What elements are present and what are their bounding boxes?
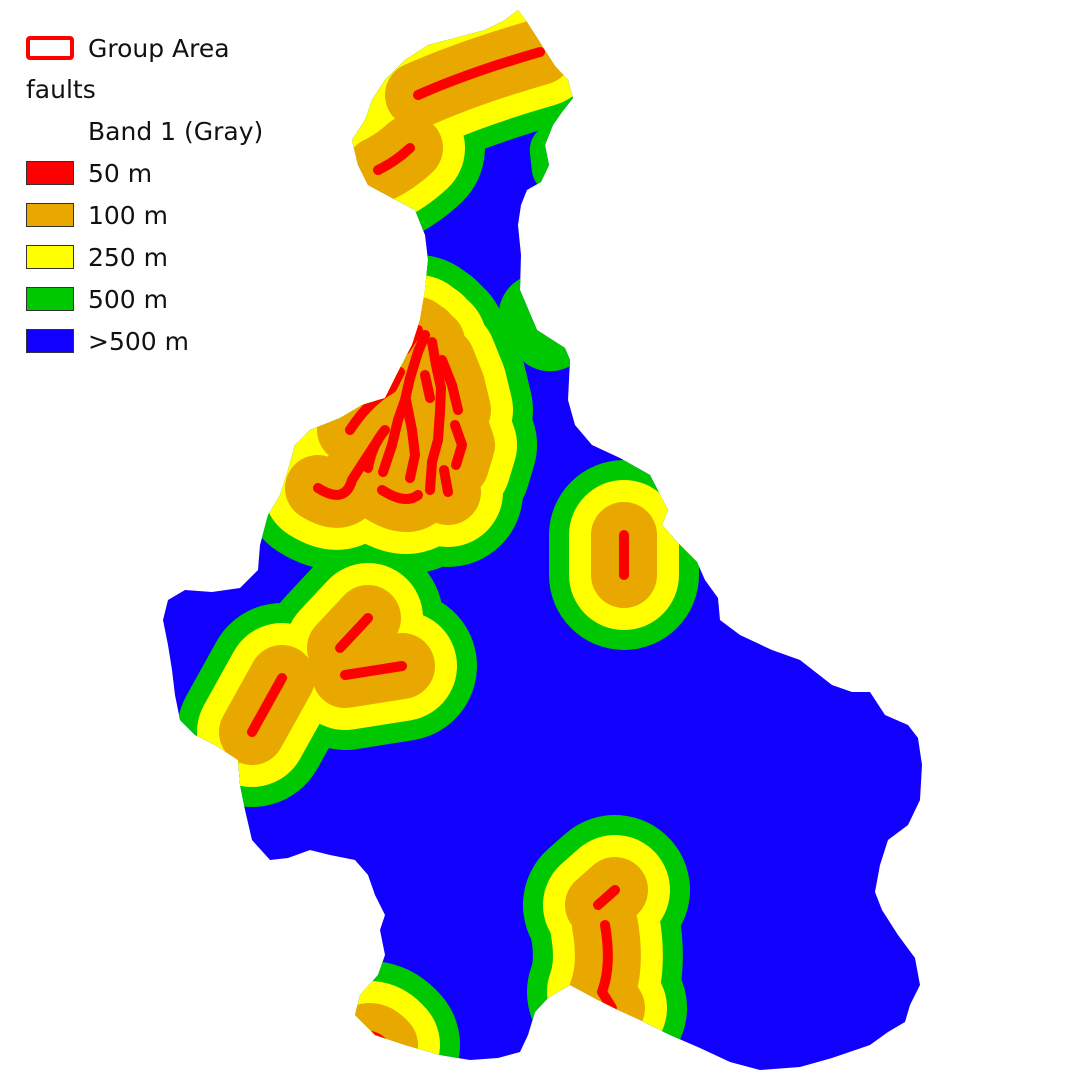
legend-class-500m: 500 m xyxy=(26,278,263,320)
band-name: Band 1 (Gray) xyxy=(88,116,264,146)
fault-buffer-50m-15 xyxy=(335,613,373,653)
group-area-label: Group Area xyxy=(88,33,230,63)
legend-group-area: Group Area xyxy=(26,28,263,68)
class-label-over-500m: >500 m xyxy=(88,326,189,356)
fault-buffer-250m-20 xyxy=(305,981,440,1070)
legend-class-over-500m: >500 m xyxy=(26,320,263,362)
legend-layer-faults: faults xyxy=(26,68,263,110)
legend-band: Band 1 (Gray) xyxy=(26,110,263,152)
fault-buffer-50m-20 xyxy=(355,1031,390,1050)
class-swatch-100m xyxy=(26,203,74,227)
legend-class-250m: 250 m xyxy=(26,236,263,278)
legend-class-50m: 50 m xyxy=(26,152,263,194)
fault-buffer-500m-20 xyxy=(285,961,460,1070)
fault-buffer-50m-7 xyxy=(377,485,423,504)
fault-buffer-50m-9 xyxy=(420,370,435,403)
class-swatch-250m xyxy=(26,245,74,269)
class-label-100m: 100 m xyxy=(88,200,169,230)
map-legend: Group Area faults Band 1 (Gray) 50 m 100… xyxy=(26,28,263,362)
fault-buffer-50m-10 xyxy=(437,355,463,415)
study-area-raster xyxy=(163,10,922,1070)
fault-buffer-50m-8 xyxy=(425,337,446,495)
class-swatch-50m xyxy=(26,161,74,185)
class-label-500m: 500 m xyxy=(88,284,169,314)
class-label-50m: 50 m xyxy=(88,158,153,188)
fault-buffer-500m-21 xyxy=(498,273,592,372)
fault-buffer-100m-20 xyxy=(327,1003,418,1070)
fault-buffer-50m-0 xyxy=(413,47,545,100)
group-area-swatch xyxy=(26,36,74,60)
fault-buffer-50m-16 xyxy=(340,661,407,680)
legend-class-100m: 100 m xyxy=(26,194,263,236)
fault-buffer-50m-13 xyxy=(401,395,420,483)
fault-buffer-50m-12 xyxy=(439,465,453,497)
fault-buffer-50m-6 xyxy=(363,425,390,473)
fault-buffer-500m-22 xyxy=(529,123,585,195)
fault-buffer-50m-11 xyxy=(450,420,467,470)
fault-buffer-50m-19 xyxy=(597,920,617,1013)
layer-name: faults xyxy=(26,74,96,104)
fault-buffer-50m-17 xyxy=(247,673,287,737)
class-swatch-over-500m xyxy=(26,329,74,353)
class-swatch-500m xyxy=(26,287,74,311)
fault-buffer-50m-18 xyxy=(593,885,620,910)
class-label-250m: 250 m xyxy=(88,242,169,272)
fault-buffer-50m-1 xyxy=(373,143,415,175)
fault-buffer-50m-3 xyxy=(345,367,405,435)
